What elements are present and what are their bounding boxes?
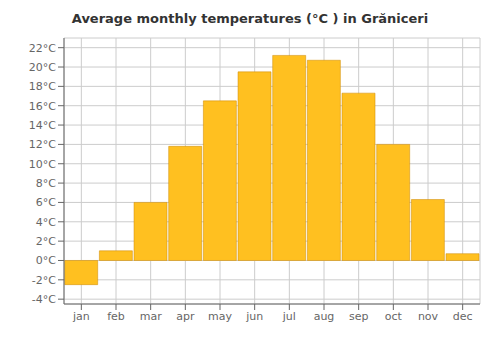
svg-text:14°C: 14°C [29,119,56,132]
svg-text:10°C: 10°C [29,158,56,171]
svg-text:jul: jul [282,310,296,323]
svg-text:-4°C: -4°C [32,293,56,306]
svg-text:4°C: 4°C [36,216,56,229]
svg-text:feb: feb [107,310,125,323]
svg-text:6°C: 6°C [36,196,56,209]
svg-text:20°C: 20°C [29,61,56,74]
svg-text:aug: aug [314,310,335,323]
svg-text:jan: jan [72,310,90,323]
svg-text:12°C: 12°C [29,138,56,151]
svg-text:2°C: 2°C [36,235,56,248]
svg-text:8°C: 8°C [36,177,56,190]
svg-text:mar: mar [140,310,162,323]
html-text:Average monthly temperatures (: Average monthly temperatures (°C ) in Gr… [71,11,429,26]
svg-text:18°C: 18°C [29,80,56,93]
svg-text:0°C: 0°C [36,254,56,267]
svg-text:sep: sep [349,310,368,323]
svg-text:may: may [208,310,232,323]
svg-text:jun: jun [245,310,263,323]
svg-text:apr: apr [176,310,195,323]
svg-text:nov: nov [418,310,439,323]
svg-text:16°C: 16°C [29,100,56,113]
svg-text:-2°C: -2°C [32,274,56,287]
svg-text:22°C: 22°C [29,42,56,55]
svg-text:dec: dec [453,310,473,323]
svg-text:oct: oct [385,310,403,323]
